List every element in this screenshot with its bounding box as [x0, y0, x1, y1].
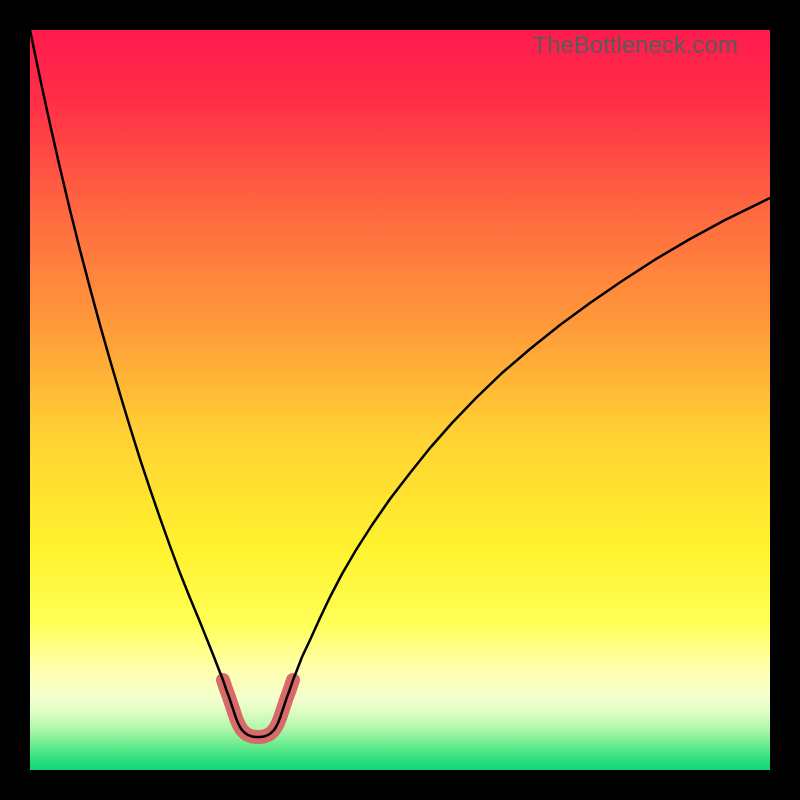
bottleneck-curve — [30, 30, 770, 737]
chart-frame: TheBottleneck.com — [0, 0, 800, 800]
curve-svg — [30, 30, 770, 770]
plot-area — [30, 30, 770, 770]
watermark-text: TheBottleneck.com — [533, 32, 738, 60]
